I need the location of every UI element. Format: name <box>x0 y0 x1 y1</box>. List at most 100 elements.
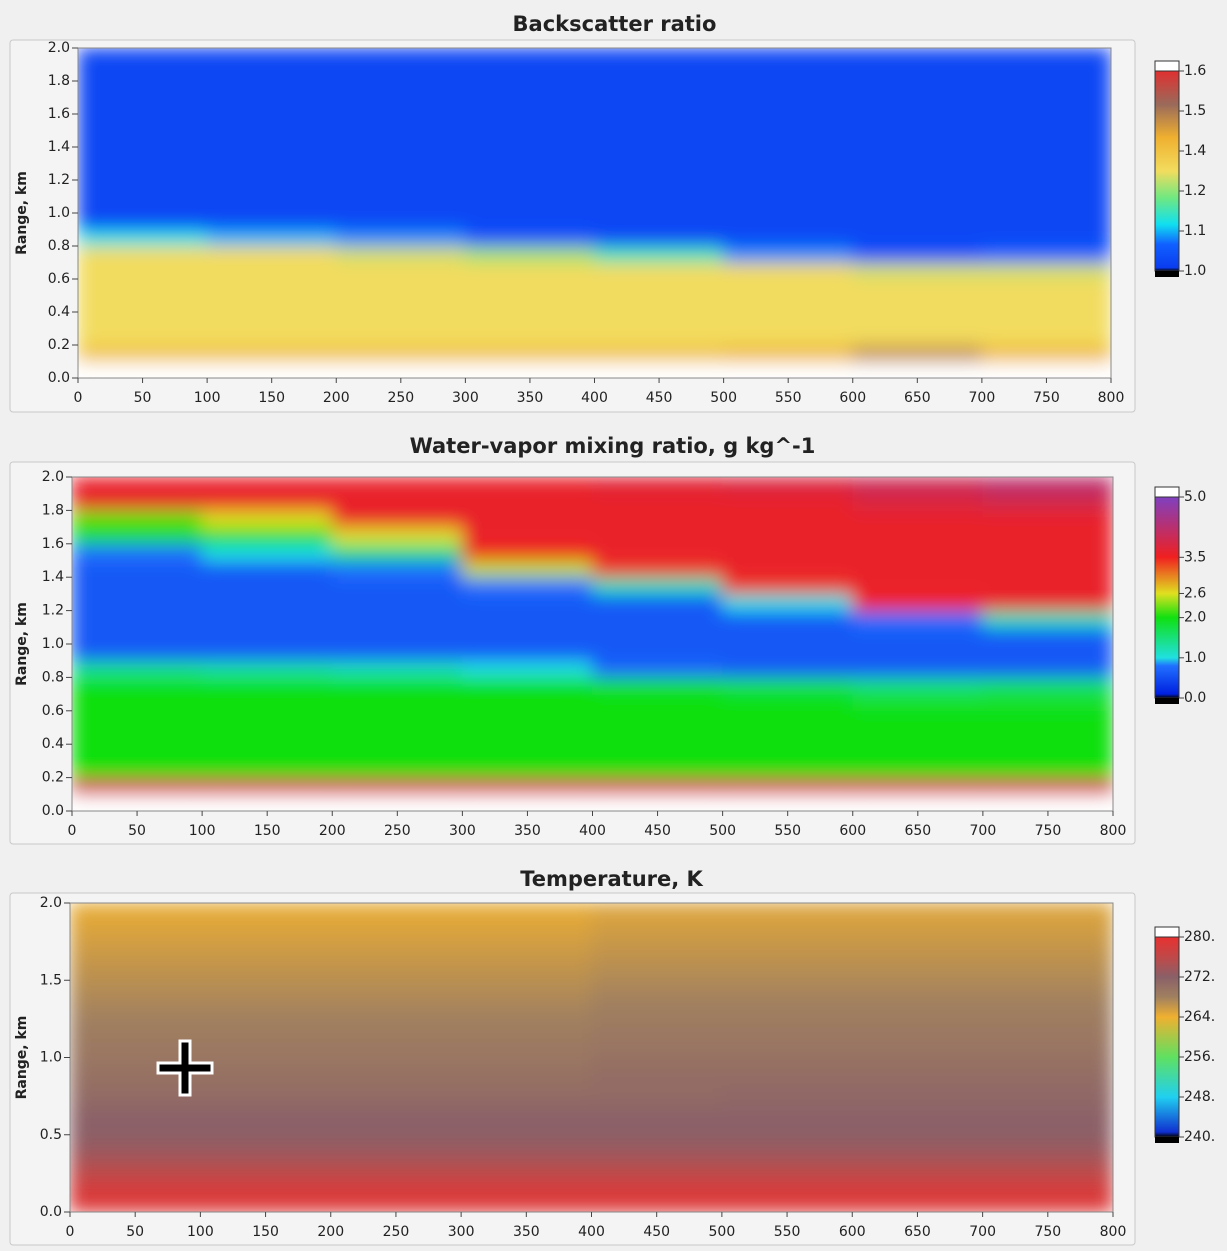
heatmap-cell <box>200 918 331 934</box>
heatmap-cell <box>852 964 983 980</box>
heatmap-cell <box>722 644 853 662</box>
y-tick-label: 0.8 <box>42 669 64 685</box>
heatmap-cell <box>336 147 466 165</box>
heatmap-cell <box>981 81 1111 99</box>
heatmap-cell <box>723 196 853 214</box>
y-axis-label: Range, km <box>14 171 30 255</box>
heatmap-cell <box>202 560 333 578</box>
heatmap-cell <box>721 995 852 1011</box>
chart-panel: Water-vapor mixing ratio, g kg^-10501001… <box>10 434 1206 844</box>
heatmap-cell <box>982 964 1113 980</box>
heatmap-cell <box>723 130 853 148</box>
heatmap-cell <box>461 933 592 949</box>
heatmap-cell <box>591 933 722 949</box>
heatmap-cell <box>982 744 1113 762</box>
heatmap-cell <box>332 477 463 495</box>
heatmap-cell <box>981 163 1111 181</box>
heatmap-cell <box>981 279 1111 297</box>
heatmap-cell <box>207 180 337 198</box>
y-tick-label: 2.0 <box>48 40 70 56</box>
colorbar-top <box>1155 61 1179 71</box>
x-tick-label: 150 <box>254 823 281 839</box>
heatmap-cell <box>591 903 722 919</box>
heatmap-cell <box>72 694 203 712</box>
heatmap-cell <box>330 1072 461 1088</box>
heatmap-cell <box>723 312 853 330</box>
heatmap-cell <box>981 196 1111 214</box>
heatmap-cell <box>330 1196 461 1212</box>
colorbar-tick-label: 1.1 <box>1184 223 1206 239</box>
colorbar-tick-label: 2.0 <box>1184 610 1206 626</box>
heatmap-cell <box>852 345 982 363</box>
heatmap-cell <box>202 677 333 695</box>
heatmap-cell <box>462 610 593 628</box>
y-tick-label: 1.4 <box>42 569 64 585</box>
y-tick-label: 0.2 <box>42 770 64 786</box>
heatmap-cell <box>332 543 463 561</box>
heatmap-cell <box>594 295 724 313</box>
heatmap-cell <box>982 903 1113 919</box>
heatmap-cell <box>330 1026 461 1042</box>
heatmap-cell <box>330 918 461 934</box>
heatmap-cell <box>78 312 208 330</box>
colorbar-tick-label: 272. <box>1184 969 1215 985</box>
heatmap-cell <box>852 577 983 595</box>
heatmap-cell <box>981 262 1111 280</box>
heatmap-cell <box>72 727 203 745</box>
heatmap-cell <box>462 493 593 511</box>
heatmap-cell <box>852 918 983 934</box>
heatmap-cell <box>200 1057 331 1073</box>
x-tick-label: 800 <box>1100 1224 1127 1240</box>
heatmap-cell <box>721 980 852 996</box>
colorbar <box>1155 497 1179 698</box>
heatmap-cell <box>461 980 592 996</box>
heatmap-cell <box>982 493 1113 511</box>
heatmap-cell <box>78 147 208 165</box>
y-tick-label: 0.0 <box>42 803 64 819</box>
heatmap-cell <box>78 328 208 346</box>
heatmap-cell <box>982 593 1113 611</box>
heatmap-cell <box>852 97 982 115</box>
heatmap-cell <box>981 246 1111 264</box>
colorbar-tick-label: 3.5 <box>1184 549 1206 565</box>
x-tick-label: 450 <box>643 1224 670 1240</box>
heatmap-cell <box>465 97 595 115</box>
heatmap-cell <box>200 1011 331 1027</box>
heatmap-cell <box>982 477 1113 495</box>
heatmap-cell <box>722 694 853 712</box>
heatmap-cell <box>462 510 593 528</box>
heatmap-cell <box>465 130 595 148</box>
heatmap-cell <box>462 644 593 662</box>
heatmap-cell <box>721 1011 852 1027</box>
heatmap-cell <box>202 510 333 528</box>
heatmap-cell <box>981 328 1111 346</box>
heatmap-cell <box>852 1119 983 1135</box>
heatmap-cell <box>462 560 593 578</box>
heatmap-cell <box>852 543 983 561</box>
heatmap-cell <box>852 493 983 511</box>
heatmap-cell <box>721 903 852 919</box>
heatmap-cell <box>852 903 983 919</box>
x-tick-label: 400 <box>579 823 606 839</box>
heatmap-cell <box>78 229 208 247</box>
heatmap-cell <box>336 163 466 181</box>
heatmap-cell <box>200 1026 331 1042</box>
heatmap-cell <box>722 527 853 545</box>
x-tick-label: 300 <box>452 390 479 406</box>
heatmap-cell <box>592 610 723 628</box>
heatmap-cell <box>78 130 208 148</box>
heatmap-cell <box>591 1165 722 1181</box>
x-tick-label: 250 <box>384 823 411 839</box>
heatmap-cell <box>72 794 203 812</box>
heatmap-cell <box>202 727 333 745</box>
heatmap-cell <box>722 627 853 645</box>
heatmap-cell <box>462 710 593 728</box>
heatmap-cell <box>982 610 1113 628</box>
heatmap-cell <box>330 1119 461 1135</box>
heatmap-cell <box>592 760 723 778</box>
heatmap <box>78 48 1112 379</box>
heatmap-cell <box>332 760 463 778</box>
heatmap-cell <box>852 710 983 728</box>
heatmap-cell <box>465 312 595 330</box>
heatmap-cell <box>594 81 724 99</box>
